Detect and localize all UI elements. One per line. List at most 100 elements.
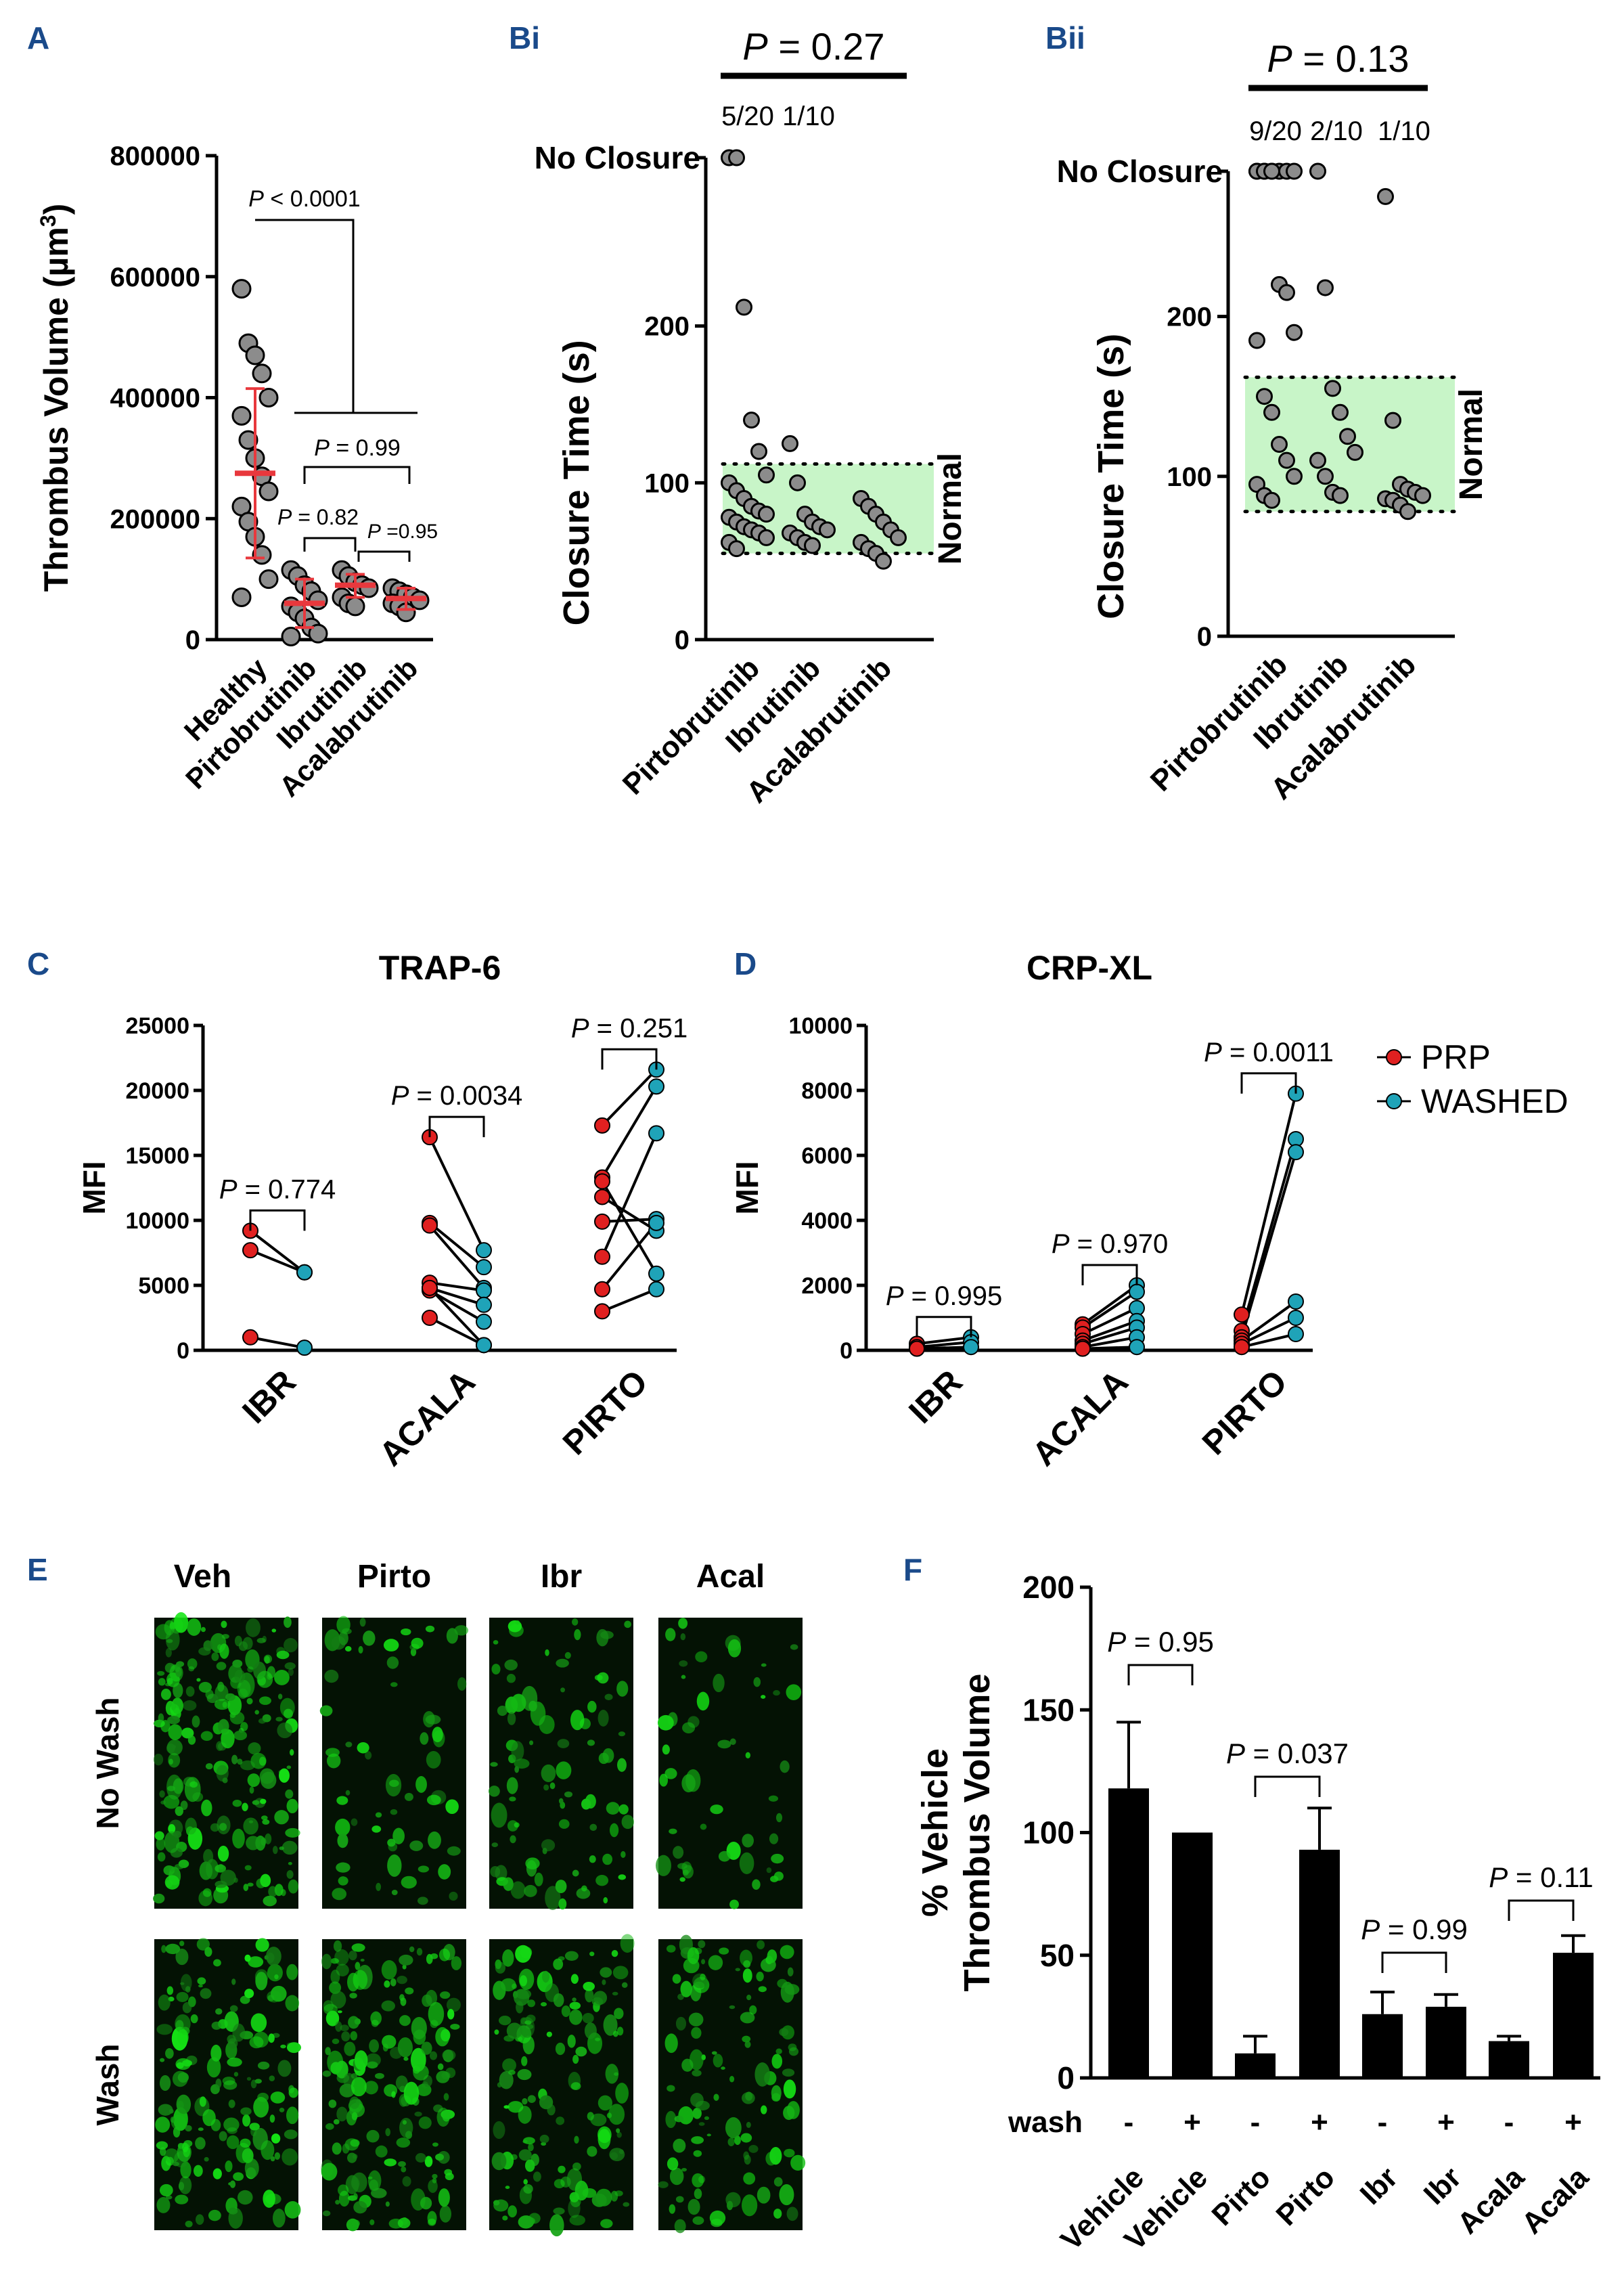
comparison-bracket xyxy=(1508,1899,1575,1921)
thrombus-spot xyxy=(704,2116,710,2121)
thrombus-spot xyxy=(268,2033,275,2043)
thrombus-spot xyxy=(682,1722,696,1733)
thrombus-spot xyxy=(773,2209,782,2219)
p-prefix: P xyxy=(1226,1737,1245,1769)
thrombus-spot xyxy=(199,2096,206,2107)
panel-bii-closure-time-chart: Normal 0 100 200 No Closure Closure Time (s) P… xyxy=(1057,37,1489,806)
thrombus-spot xyxy=(232,2023,246,2042)
thrombus-spot xyxy=(168,1866,176,1872)
thrombus-spot xyxy=(420,1732,429,1745)
thrombus-spot xyxy=(174,1863,184,1869)
data-point xyxy=(1384,412,1401,429)
thrombus-spot xyxy=(585,1989,594,2003)
x-tick-label: ACALA xyxy=(371,1362,482,1473)
thrombus-spot xyxy=(286,1870,294,1879)
thrombus-spot xyxy=(527,1999,536,2008)
comparison-bracket xyxy=(357,550,411,562)
comparison-bracket xyxy=(249,1209,306,1231)
thrombus-spot xyxy=(268,1886,277,1897)
thrombus-spot xyxy=(398,2160,406,2167)
y-axis-label-sup: 3 xyxy=(36,215,60,227)
thrombus-spot xyxy=(353,1970,368,1990)
thrombus-spot xyxy=(491,2152,507,2171)
thrombus-spot xyxy=(273,1846,278,1855)
thrombus-spot xyxy=(195,2214,204,2225)
thrombus-spot xyxy=(426,1794,441,1806)
thrombus-spot xyxy=(656,1855,671,1876)
thrombus-spot xyxy=(502,2058,516,2073)
data-point xyxy=(804,537,821,554)
data-point xyxy=(1278,451,1295,469)
thrombus-spot xyxy=(183,1700,197,1711)
thrombus-spot xyxy=(428,1831,441,1849)
wash-row-label: wash xyxy=(1008,2106,1083,2139)
thrombus-spot xyxy=(757,2186,771,2204)
thrombus-spot xyxy=(198,1985,203,1988)
thrombus-spot xyxy=(227,2035,236,2044)
thrombus-spot xyxy=(375,1812,382,1818)
thrombus-spot xyxy=(180,1800,188,1811)
column-label: Pirto xyxy=(357,1559,431,1595)
data-point xyxy=(1399,503,1416,520)
thrombus-spot xyxy=(277,1693,283,1700)
thrombus-spot xyxy=(175,2014,191,2034)
thrombus-spot xyxy=(773,2177,783,2187)
thrombus-spot xyxy=(342,1628,352,1635)
thrombus-spot xyxy=(337,1833,348,1848)
thrombus-spot xyxy=(279,1698,295,1718)
thrombus-spot xyxy=(545,1649,549,1656)
thrombus-spot xyxy=(237,2190,253,2205)
thrombus-spot xyxy=(215,1880,227,1888)
comparison-bracket xyxy=(255,219,355,413)
thrombus-spot xyxy=(200,1731,213,1742)
thrombus-spot xyxy=(185,1817,197,1835)
y-tick-label: 10000 xyxy=(125,1208,189,1234)
y-axis-label-line2: Thrombus Volume xyxy=(957,1673,997,1991)
bar xyxy=(1489,2041,1529,2078)
column-label: Ibr xyxy=(541,1559,582,1595)
thrombus-spot xyxy=(446,1628,458,1644)
thrombus-spot xyxy=(260,1798,267,1804)
thrombus-spot xyxy=(742,2035,751,2043)
thrombus-spot xyxy=(353,2193,358,2200)
p-prefix: P xyxy=(367,520,381,543)
p-value-label: P = 0.970 xyxy=(1052,1229,1168,1259)
thrombus-spot xyxy=(769,1833,779,1844)
y-tick-label: 0 xyxy=(840,1338,853,1364)
thrombus-spot xyxy=(399,1994,405,2001)
thrombus-spot xyxy=(227,2057,242,2067)
p-value: = 0.251 xyxy=(589,1013,688,1043)
bar xyxy=(1426,2006,1466,2078)
thrombus-spot xyxy=(253,2097,269,2118)
p-value-label: P = 0.0011 xyxy=(1204,1038,1334,1067)
y-tick-label: 4000 xyxy=(801,1208,853,1234)
thrombus-spot xyxy=(240,1760,255,1771)
thrombus-spot xyxy=(175,1948,189,1966)
thrombus-spot xyxy=(267,1990,281,2003)
thrombus-spot xyxy=(261,1879,267,1884)
thrombus-spot xyxy=(506,2022,522,2039)
thrombus-spot xyxy=(515,1620,520,1625)
thrombus-spot xyxy=(687,2198,700,2215)
thrombus-spot xyxy=(401,1876,417,1889)
thrombus-spot xyxy=(286,1765,292,1769)
thrombus-spot xyxy=(246,1698,253,1705)
thrombus-spot xyxy=(222,2077,235,2085)
thrombus-spot xyxy=(533,2171,541,2182)
thrombus-spot xyxy=(582,2013,594,2024)
thrombus-spot xyxy=(234,1669,246,1683)
thrombus-spot xyxy=(543,1784,549,1791)
thrombus-spot xyxy=(403,2056,409,2061)
thrombus-spot xyxy=(624,1620,631,1628)
thrombus-spot xyxy=(595,2037,601,2041)
data-point xyxy=(1309,451,1326,469)
thrombus-spot xyxy=(246,2077,252,2081)
thrombus-spot xyxy=(335,1818,351,1836)
thrombus-spot xyxy=(336,1862,351,1873)
thrombus-spot xyxy=(210,1823,220,1832)
thrombus-spot xyxy=(558,1798,564,1804)
p-value: < 0.0001 xyxy=(264,186,361,212)
thrombus-spot xyxy=(197,1977,206,1985)
data-point xyxy=(1271,436,1288,453)
p-value: = 0.995 xyxy=(904,1281,1003,1311)
